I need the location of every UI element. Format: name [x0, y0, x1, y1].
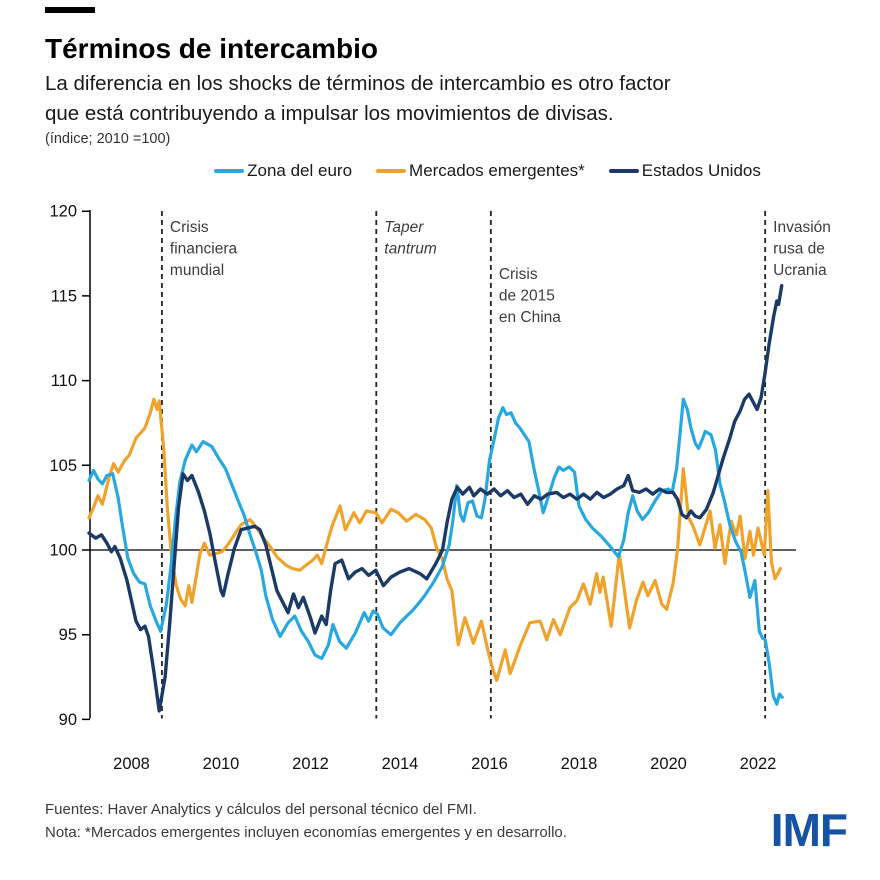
legend-swatch-zona-del-euro [214, 169, 245, 173]
x-tick-label: 2010 [203, 755, 240, 773]
legend-label-zona-del-euro: Zona del euro [247, 161, 353, 180]
legend-item-zona-del-euro: Zona del euro [214, 161, 352, 181]
series-line-zona-del-euro [87, 397, 784, 706]
chart-area: 90 95 100 105 110 115 120 2008 2010 2012 2014 2016 2… [49, 203, 831, 773]
legend-label-mercados-emergentes: Mercados emergentes* [409, 161, 585, 180]
legend-item-mercados-emergentes: Mercados emergentes* [376, 161, 585, 181]
y-tick-label: 100 [49, 542, 77, 560]
x-tick-label: 2022 [740, 755, 777, 773]
y-tick-label: 120 [49, 203, 77, 221]
chart-subtitle-line1: La diferencia en los shocks de términos … [45, 72, 671, 95]
footnote: Nota: *Mercados emergentes incluyen econ… [45, 824, 567, 841]
event-label: Crisis de 2015 en China [499, 266, 561, 326]
chart-svg: 90 95 100 105 110 115 120 2008 2010 2012 2014 2016 2… [49, 203, 831, 773]
legend: Zona del euro Mercados emergentes* Estad… [95, 161, 880, 181]
chart-subtitle-line2: que está contribuyendo a impulsar los mo… [45, 102, 614, 125]
chart-subtitle: La diferencia en los shocks de términos … [45, 69, 671, 129]
x-tick-label: 2018 [561, 755, 598, 773]
y-tick-label: 95 [59, 626, 77, 644]
event-label: Taper tantrum [384, 219, 437, 258]
x-tick-label: 2016 [471, 755, 508, 773]
y-tick-label: 115 [51, 287, 77, 305]
y-tick-label: 105 [49, 457, 77, 475]
chart-title: Términos de intercambio [45, 33, 378, 64]
source-note: Fuentes: Haver Analytics y cálculos del … [45, 801, 477, 818]
series-line-estados-unidos [87, 284, 784, 713]
x-tick-label: 2012 [292, 755, 329, 773]
event-label: Crisis financiera mundial [170, 219, 238, 279]
x-tick-label: 2020 [650, 755, 687, 773]
legend-item-estados-unidos: Estados Unidos [608, 161, 761, 181]
legend-swatch-mercados-emergentes [376, 169, 407, 173]
series-line-mercados-emergentes [87, 397, 783, 683]
top-accent-bar [45, 7, 95, 13]
y-axis [82, 210, 91, 721]
event-label: Invasión rusa de Ucrania [773, 219, 831, 279]
x-tick-label: 2014 [382, 755, 419, 773]
legend-swatch-estados-unidos [608, 169, 639, 173]
x-tick-label: 2008 [113, 755, 150, 773]
imf-logo: IMF [770, 804, 848, 856]
y-tick-label: 110 [51, 372, 77, 390]
y-tick-label: 90 [59, 711, 77, 729]
index-note: (índice; 2010 =100) [45, 131, 171, 147]
legend-label-estados-unidos: Estados Unidos [641, 161, 761, 180]
